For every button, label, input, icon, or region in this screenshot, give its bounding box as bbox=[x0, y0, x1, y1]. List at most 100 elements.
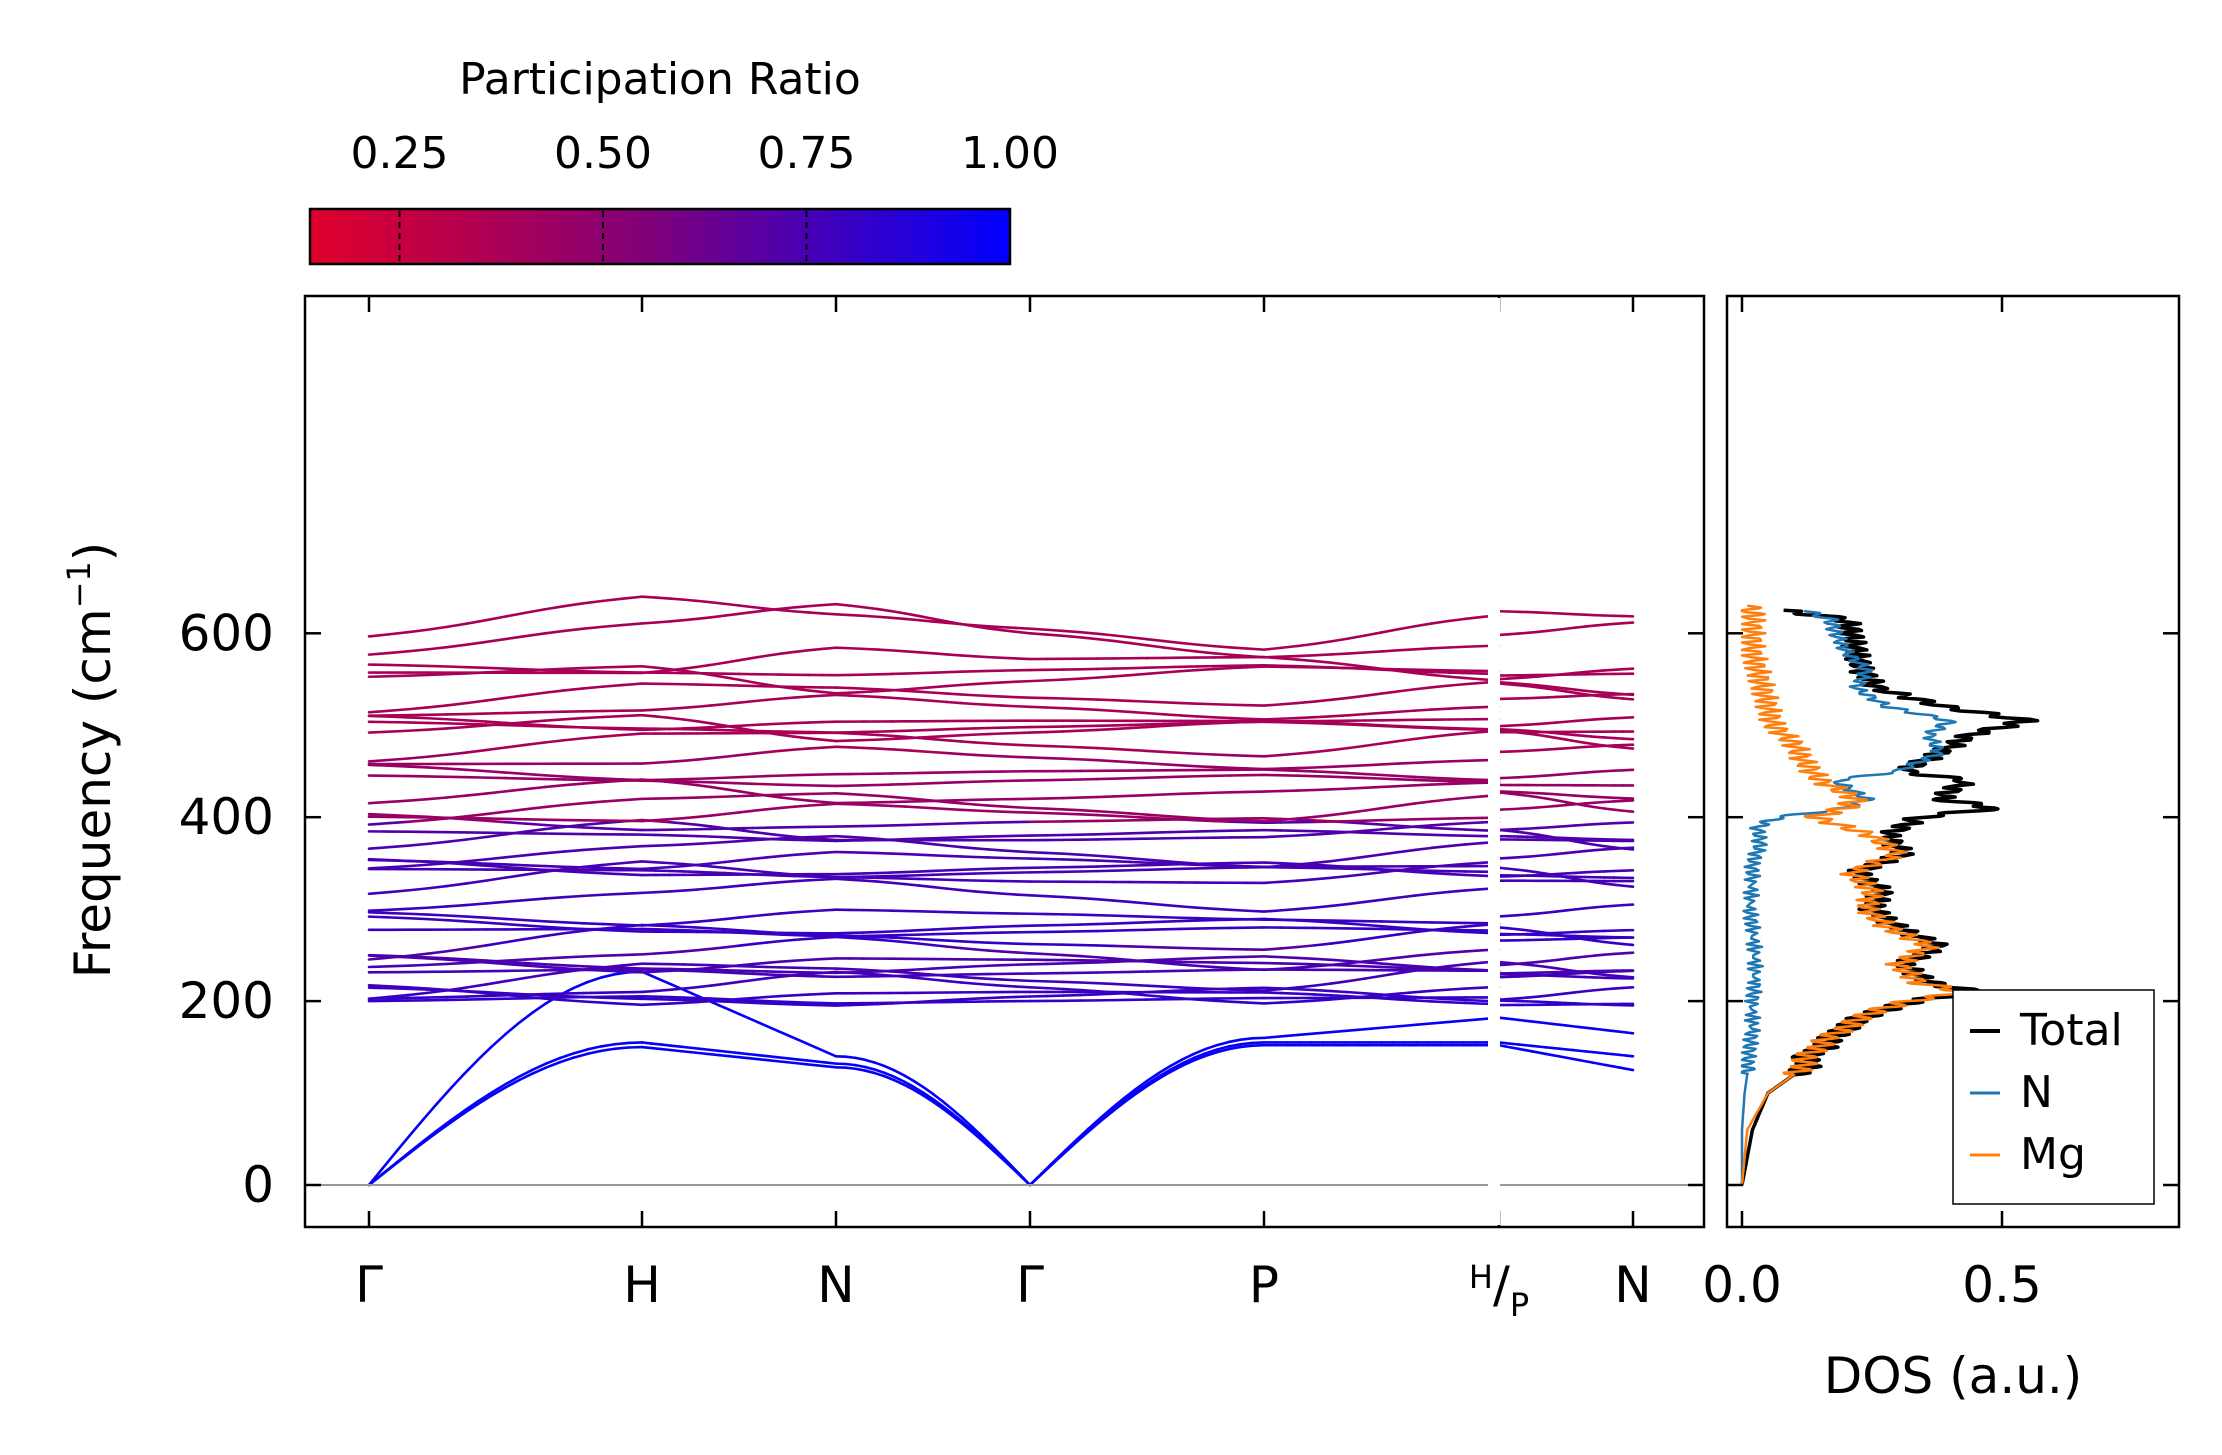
optical-branch bbox=[1396, 930, 1417, 936]
optical-branch bbox=[903, 839, 921, 844]
optical-branch bbox=[682, 925, 699, 929]
optical-branch bbox=[1078, 795, 1099, 799]
optical-branch bbox=[1526, 960, 1539, 965]
optical-branch bbox=[504, 976, 527, 983]
optical-branch bbox=[709, 860, 727, 865]
optical-branch bbox=[1497, 963, 1510, 967]
optical-branch bbox=[484, 810, 507, 816]
optical-branch bbox=[504, 917, 527, 922]
optical-branch bbox=[621, 732, 644, 737]
optical-branch bbox=[1380, 649, 1400, 653]
optical-branch bbox=[1128, 793, 1149, 798]
optical-branch bbox=[793, 804, 810, 808]
optical-branch bbox=[751, 837, 769, 841]
acoustic-branch bbox=[892, 1069, 906, 1077]
optical-branch bbox=[1329, 775, 1350, 779]
optical-branch bbox=[1413, 825, 1434, 830]
optical-branch bbox=[862, 647, 879, 651]
optical-branch bbox=[737, 978, 755, 984]
optical-branch bbox=[1396, 848, 1417, 854]
optical-branch bbox=[1128, 748, 1149, 753]
optical-branch bbox=[1602, 973, 1616, 978]
optical-branch bbox=[945, 700, 963, 705]
optical-branch bbox=[1062, 812, 1082, 816]
optical-branch bbox=[543, 864, 566, 869]
optical-branch bbox=[723, 927, 741, 932]
optical-branch bbox=[1179, 996, 1199, 1001]
optical-branch bbox=[1430, 707, 1450, 711]
optical-branch bbox=[1564, 687, 1577, 692]
optical-branch bbox=[696, 615, 713, 621]
optical-branch bbox=[1396, 669, 1417, 675]
optical-branch bbox=[1516, 913, 1530, 917]
optical-branch bbox=[1380, 773, 1400, 778]
optical-branch bbox=[931, 684, 949, 689]
optical-branch bbox=[1583, 624, 1597, 628]
optical-branch bbox=[387, 799, 410, 804]
acoustic-branch bbox=[815, 1060, 828, 1064]
optical-branch bbox=[723, 944, 741, 949]
optical-branch bbox=[426, 860, 449, 864]
optical-branch bbox=[523, 934, 546, 941]
optical-branch bbox=[723, 787, 741, 793]
optical-branch bbox=[504, 937, 527, 944]
optical-branch bbox=[765, 999, 782, 1004]
optical-branch bbox=[903, 805, 921, 809]
acoustic-branch bbox=[689, 1046, 702, 1051]
optical-branch bbox=[1346, 990, 1367, 995]
optical-branch bbox=[806, 992, 824, 996]
optical-branch bbox=[959, 855, 976, 859]
optical-branch bbox=[668, 716, 685, 721]
optical-branch bbox=[621, 923, 644, 927]
acoustic-branch bbox=[435, 1121, 453, 1134]
acoustic-branch bbox=[689, 1050, 702, 1055]
acoustic-branch bbox=[1040, 1160, 1055, 1175]
optical-branch bbox=[1516, 728, 1530, 733]
optical-branch bbox=[426, 840, 449, 846]
optical-branch bbox=[1380, 784, 1400, 789]
optical-branch bbox=[654, 843, 672, 847]
optical-branch bbox=[987, 996, 1004, 1000]
optical-branch bbox=[1045, 952, 1065, 957]
optical-branch bbox=[1095, 813, 1115, 818]
legend-label-mg: Mg bbox=[2020, 1129, 2086, 1180]
optical-branch bbox=[959, 808, 976, 812]
optical-branch bbox=[367, 983, 390, 988]
optical-branch bbox=[793, 610, 810, 614]
optical-branch bbox=[1062, 980, 1082, 984]
optical-branch bbox=[621, 727, 644, 732]
optical-branch bbox=[1535, 733, 1549, 738]
colorbar-tick-labels: 0.25 0.50 0.75 1.00 bbox=[351, 128, 1059, 179]
optical-branch bbox=[1526, 630, 1539, 635]
optical-branch bbox=[1179, 751, 1199, 756]
optical-branch bbox=[1583, 692, 1597, 697]
optical-branch bbox=[1593, 669, 1606, 673]
optical-branch bbox=[931, 728, 949, 732]
acoustic-branch bbox=[449, 1109, 466, 1122]
optical-branch bbox=[543, 689, 566, 695]
optical-branch bbox=[1062, 745, 1082, 749]
optical-branch bbox=[1346, 712, 1367, 717]
optical-branch bbox=[668, 727, 685, 731]
optical-branch bbox=[387, 986, 410, 991]
optical-branch bbox=[1526, 995, 1539, 999]
optical-branch bbox=[1346, 694, 1367, 700]
optical-branch bbox=[1095, 992, 1115, 996]
optical-branch bbox=[779, 733, 796, 738]
kpoint-label: H/P bbox=[1469, 1256, 1529, 1324]
optical-branch bbox=[1593, 769, 1606, 774]
optical-branch bbox=[1212, 907, 1232, 912]
optical-branch bbox=[1346, 809, 1367, 815]
optical-branch bbox=[1014, 626, 1032, 631]
optical-branch bbox=[779, 748, 796, 753]
optical-branch bbox=[668, 597, 685, 601]
legend-label-n: N bbox=[2020, 1067, 2053, 1118]
optical-branch bbox=[903, 936, 921, 941]
y-tick-label: 0 bbox=[242, 1156, 274, 1214]
optical-branch bbox=[931, 617, 949, 623]
acoustic-branch bbox=[1391, 1024, 1407, 1029]
optical-branch bbox=[903, 968, 921, 972]
optical-branch bbox=[917, 614, 935, 621]
phonon-bands bbox=[367, 595, 1635, 1187]
optical-branch bbox=[682, 598, 699, 603]
